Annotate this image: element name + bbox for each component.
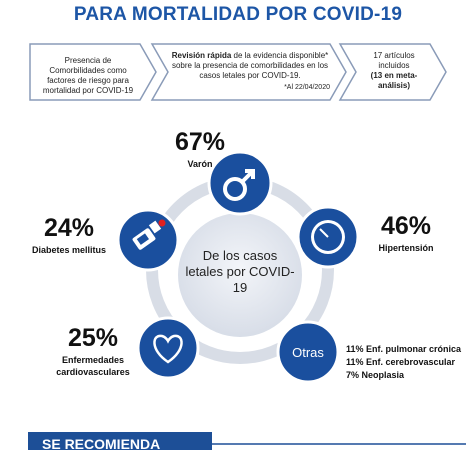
step-2: Revisión rápida de la evidencia disponib…: [170, 51, 330, 93]
others-label: Otras: [292, 345, 324, 360]
label: Varón: [187, 159, 213, 169]
icon-circles: [116, 150, 360, 384]
percent: 46%: [380, 212, 432, 240]
label: Hipertensión: [378, 243, 434, 253]
others-line: 7% Neoplasia: [346, 370, 405, 380]
chevrons: [29, 43, 447, 101]
step-bold: Revisión rápida: [171, 51, 232, 60]
others-circle: [276, 320, 340, 384]
step-text: 17 artículos incluidos: [373, 51, 415, 70]
clock-icon: [311, 220, 345, 254]
chevron: [29, 43, 157, 101]
label: Diabetes mellitus: [31, 245, 107, 255]
label: Enfermedades cardiovasculares: [56, 355, 130, 377]
heart-circle: [136, 316, 200, 380]
male-icon: [223, 169, 255, 201]
step-1: Presencia de Comorbilidades como factore…: [36, 56, 140, 96]
male-circle: [207, 150, 273, 216]
title: PARA MORTALIDAD POR COVID-19: [73, 4, 403, 25]
heart-icon: [153, 334, 183, 364]
center-circle: [178, 213, 302, 337]
percent: 25%: [67, 324, 119, 352]
chevron: [338, 43, 447, 101]
center-text: De los casos letales por COVID-19: [185, 248, 295, 295]
section-heading: SE RECOMIENDA: [28, 432, 212, 450]
others-list: 11% Enf. pulmonar crónica 11% Enf. cereb…: [346, 343, 461, 382]
step-bold: (13 en meta-análisis): [370, 71, 418, 90]
step-3: 17 artículos incluidos (13 en meta-análi…: [358, 51, 430, 91]
percent: 24%: [43, 214, 95, 242]
meter-icon: [132, 219, 166, 250]
percent: 67%: [174, 128, 226, 156]
others-line: 11% Enf. cerebrovascular: [346, 357, 456, 367]
step-text: Presencia de Comorbilidades como factore…: [42, 56, 134, 95]
step-text: de la evidencia disponible* sobre la pre…: [171, 51, 329, 80]
chevron: [150, 43, 347, 101]
others-line: 11% Enf. pulmonar crónica: [346, 344, 462, 354]
step-note: *Al 22/04/2020: [284, 84, 330, 91]
